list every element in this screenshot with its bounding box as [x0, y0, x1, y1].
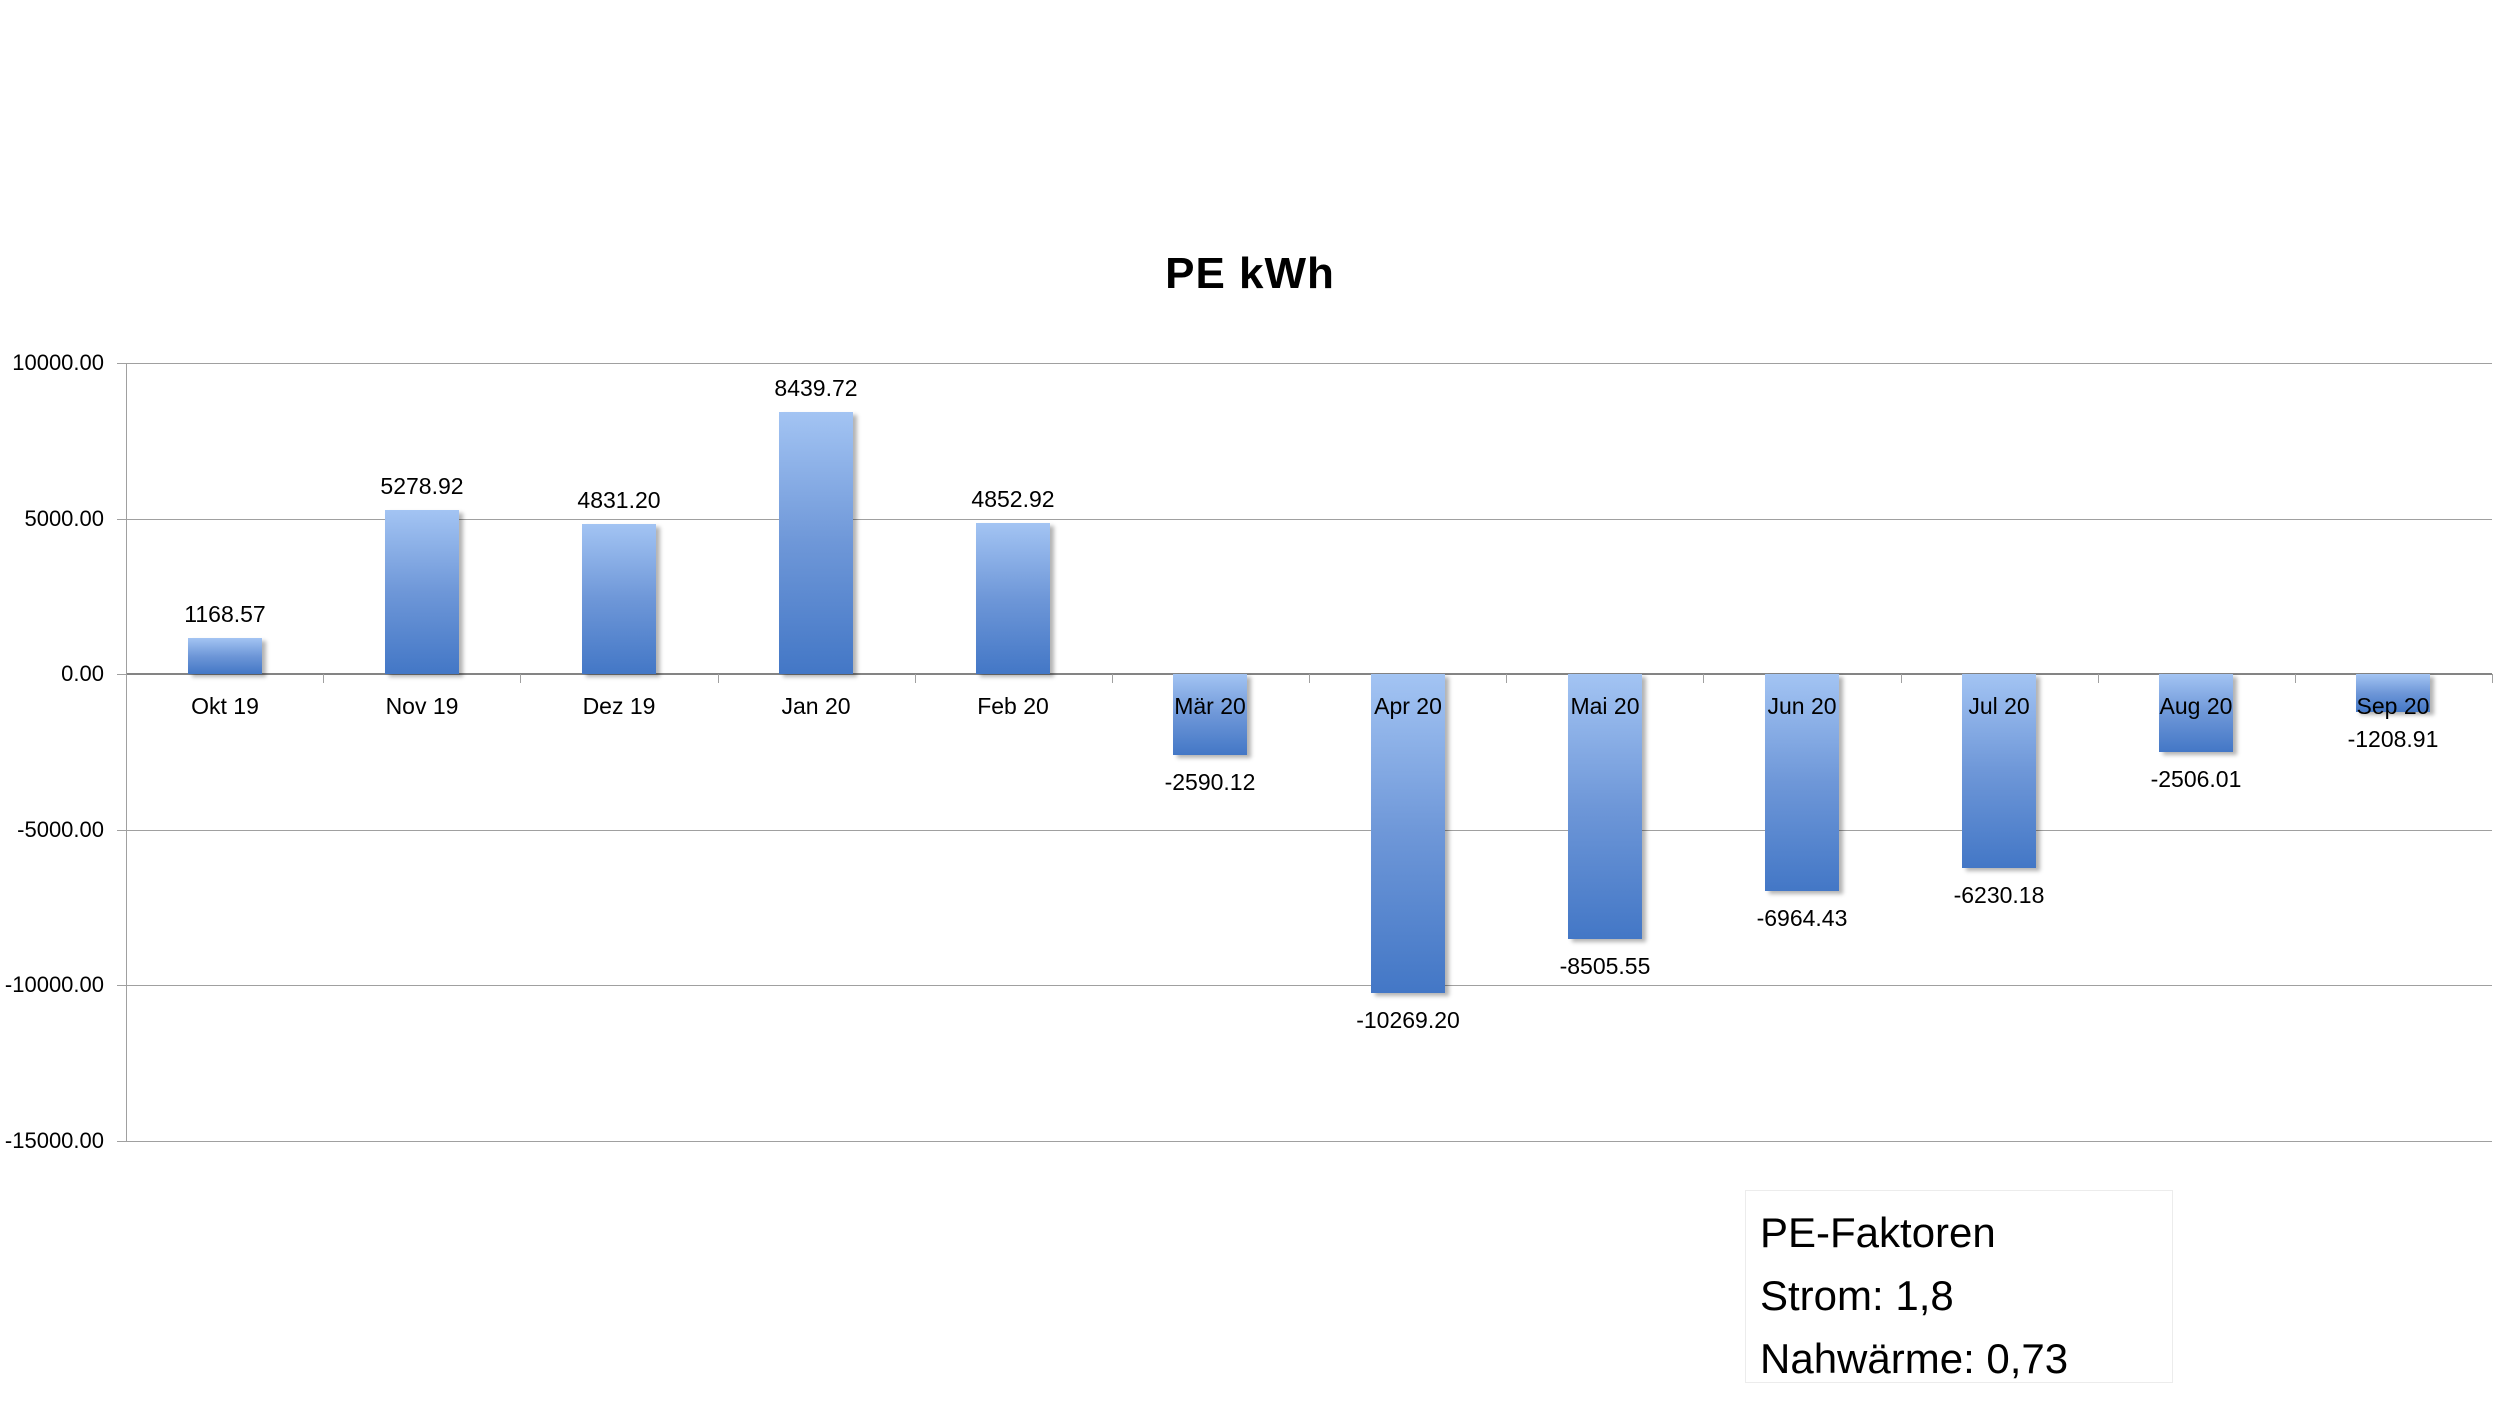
- bar-sep-20: [2356, 674, 2430, 712]
- category-label: Dez 19: [582, 693, 656, 719]
- bar-mär-20: [1173, 674, 1247, 755]
- bar-jan-20: [779, 412, 853, 674]
- x-axis-tick: [915, 674, 916, 683]
- x-axis-tick: [1506, 674, 1507, 683]
- x-axis-tick: [1901, 674, 1902, 683]
- bar-nov-19: [385, 510, 459, 674]
- bar-apr-20: [1371, 674, 1445, 993]
- bar-mai-20: [1568, 674, 1642, 939]
- data-label: -10269.20: [1356, 1007, 1460, 1033]
- y-axis-label: -15000.00: [4, 1127, 104, 1153]
- data-label: -2590.12: [1164, 769, 1256, 795]
- category-label: Feb 20: [977, 693, 1049, 719]
- y-axis-tick: [117, 363, 126, 364]
- bar-dez-19: [582, 524, 656, 674]
- y-axis-tick: [117, 985, 126, 986]
- gridline: [126, 518, 2492, 520]
- gridline: [126, 829, 2492, 831]
- x-axis-tick: [1112, 674, 1113, 683]
- x-axis-tick: [2098, 674, 2099, 683]
- y-axis-tick: [117, 518, 126, 520]
- y-axis-tick: [117, 1140, 126, 1142]
- category-label: Jul 20: [1968, 693, 2030, 719]
- data-label: 4831.20: [577, 487, 661, 513]
- x-axis-tick: [2295, 674, 2296, 683]
- annotation-line-nahwaerme: Nahwärme: 0,73: [1760, 1335, 2069, 1382]
- category-label: Jun 20: [1767, 693, 1837, 719]
- data-label: 5278.92: [380, 473, 464, 499]
- x-axis-tick: [1703, 674, 1704, 683]
- bar-aug-20: [2159, 674, 2233, 752]
- data-label: -6964.43: [1756, 905, 1848, 931]
- y-axis-label: 5000.00: [24, 505, 104, 531]
- category-label: Sep 20: [2356, 693, 2430, 719]
- data-label: -8505.55: [1559, 953, 1651, 979]
- data-label: -2506.01: [2150, 766, 2242, 792]
- y-axis-line: [126, 363, 127, 1141]
- data-label: 8439.72: [774, 375, 858, 401]
- y-axis-label: 10000.00: [12, 350, 104, 375]
- x-axis-tick: [2492, 674, 2493, 683]
- bar-jun-20: [1765, 674, 1839, 891]
- gridline: [126, 363, 2492, 364]
- data-label: 4852.92: [971, 486, 1055, 512]
- x-axis-tick: [520, 674, 521, 683]
- y-axis-label: -10000.00: [4, 972, 104, 997]
- bar-feb-20: [976, 523, 1050, 674]
- chart-title: PE kWh: [1165, 249, 1335, 298]
- y-axis-tick: [117, 829, 126, 831]
- y-axis-label: 0.00: [61, 661, 104, 686]
- data-label: -1208.91: [2347, 726, 2439, 752]
- x-axis-tick: [323, 674, 324, 683]
- category-label: Jan 20: [781, 693, 851, 719]
- gridline: [126, 985, 2492, 986]
- category-label: Nov 19: [385, 693, 459, 719]
- y-axis-label: -5000.00: [17, 816, 104, 842]
- annotation-line-strom: Strom: 1,8: [1760, 1272, 1954, 1319]
- category-label: Aug 20: [2159, 693, 2233, 719]
- gridline: [126, 1140, 2492, 1142]
- x-axis-tick: [718, 674, 719, 683]
- data-label: 1168.57: [184, 601, 266, 627]
- category-label: Apr 20: [1374, 693, 1442, 719]
- category-label: Okt 19: [191, 693, 259, 719]
- category-label: Mär 20: [1174, 693, 1246, 719]
- bar-okt-19: [188, 638, 262, 674]
- pe-factors-annotation: PE-Faktoren Strom: 1,8 Nahwärme: 0,73: [1745, 1190, 2173, 1383]
- category-label: Mai 20: [1570, 693, 1640, 719]
- annotation-line-pe-faktoren: PE-Faktoren: [1760, 1209, 1996, 1256]
- y-axis-tick: [117, 674, 126, 675]
- data-label: -6230.18: [1953, 882, 2045, 908]
- x-axis-tick: [1309, 674, 1310, 683]
- x-axis-tick: [126, 674, 127, 683]
- bar-jul-20: [1962, 674, 2036, 868]
